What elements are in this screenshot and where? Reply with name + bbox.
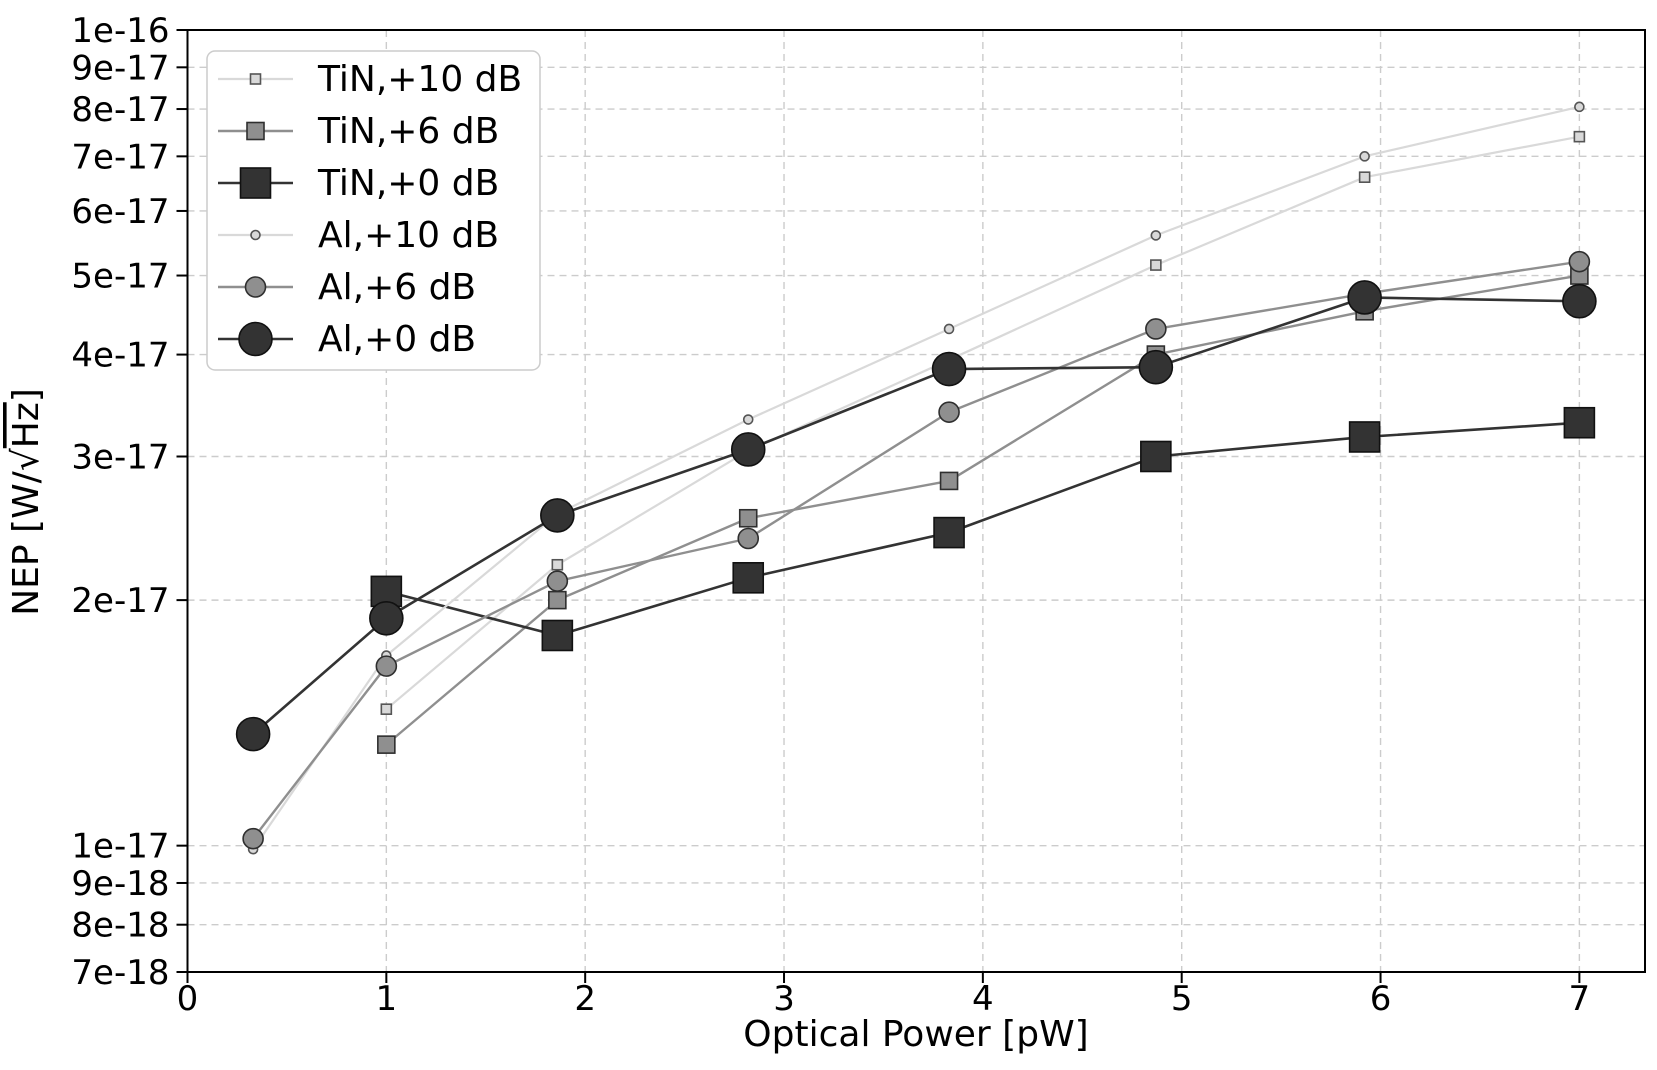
series-line xyxy=(251,296,1581,736)
legend-entry-tin-0-db: TiN,+0 dB xyxy=(218,163,499,204)
data-point-marker xyxy=(540,498,575,533)
x-tick-label-7: 7 xyxy=(1569,979,1591,1019)
y-axis-label: NEP [W/√Hz] xyxy=(6,388,47,616)
data-point-marker xyxy=(737,527,760,550)
x-axis-label: Optical Power [pW] xyxy=(743,1014,1088,1055)
y-tick-label-7e-18: 7e-18 xyxy=(71,953,169,993)
data-point-marker xyxy=(1348,421,1381,453)
data-point-marker xyxy=(1358,171,1371,183)
legend-label: Al,+10 dB xyxy=(318,215,499,256)
y-tick-label-8e-18: 8e-18 xyxy=(71,906,169,946)
y-tick-label-2e-17: 2e-17 xyxy=(71,581,169,621)
legend-entry-tin-10-db: TiN,+10 dB xyxy=(218,59,522,100)
data-point-marker xyxy=(1563,406,1596,439)
legend-marker xyxy=(246,121,265,141)
y-tick-label-5e-17: 5e-17 xyxy=(71,257,169,297)
y-tick-label-4e-17: 4e-17 xyxy=(71,336,169,376)
data-point-marker xyxy=(551,558,564,571)
data-point-marker xyxy=(548,590,567,610)
data-series xyxy=(235,101,1597,855)
x-tick-label-0: 0 xyxy=(177,979,199,1019)
data-point-marker xyxy=(732,562,765,594)
data-point-marker xyxy=(1568,250,1591,273)
data-point-marker xyxy=(1150,259,1162,271)
legend-label: Al,+0 dB xyxy=(318,319,476,360)
data-point-marker xyxy=(377,735,396,754)
legend-marker xyxy=(249,73,262,85)
data-point-marker xyxy=(235,716,271,752)
y-tick-label-1e-16: 1e-16 xyxy=(71,11,169,51)
data-point-marker xyxy=(1562,283,1597,319)
series-tin-0-db xyxy=(370,406,1596,652)
data-point-marker xyxy=(1140,440,1172,473)
legend-marker xyxy=(239,167,272,199)
legend-entry-al-6-db: Al,+6 dB xyxy=(218,267,476,308)
data-point-marker xyxy=(242,827,264,850)
x-tick-label-4: 4 xyxy=(972,979,994,1019)
x-tick-label-2: 2 xyxy=(574,979,596,1019)
series-line xyxy=(252,105,1581,851)
series-line xyxy=(251,260,1581,840)
y-tick-label-9e-18: 9e-18 xyxy=(71,864,169,904)
data-point-marker xyxy=(1145,318,1167,340)
x-tick-label-5: 5 xyxy=(1171,979,1193,1019)
legend-entry-tin-6-db: TiN,+6 dB xyxy=(218,111,499,152)
y-tick-label-6e-17: 6e-17 xyxy=(71,192,169,232)
data-point-marker xyxy=(933,516,965,549)
data-point-marker xyxy=(1574,101,1585,113)
legend-entry-al-10-db: Al,+10 dB xyxy=(218,215,499,256)
y-tick-label-1e-17: 1e-17 xyxy=(71,827,169,867)
y-tick-label-9e-17: 9e-17 xyxy=(71,48,169,88)
y-tick-label-8e-17: 8e-17 xyxy=(71,90,169,130)
legend-label: TiN,+6 dB xyxy=(317,111,499,152)
data-point-marker xyxy=(943,323,955,335)
series-al-0-db xyxy=(235,280,1597,752)
series-al-6-db xyxy=(242,250,1591,850)
data-point-marker xyxy=(742,414,754,425)
data-point-marker xyxy=(939,471,959,491)
y-tick-label-7e-17: 7e-17 xyxy=(71,137,169,177)
data-point-marker xyxy=(1138,349,1174,385)
data-point-marker xyxy=(931,351,967,387)
data-point-marker xyxy=(375,655,398,677)
legend-marker xyxy=(238,321,273,357)
data-point-marker xyxy=(1347,280,1382,315)
data-point-marker xyxy=(380,703,393,715)
data-point-marker xyxy=(1573,130,1586,143)
y-axis-label-text: NEP [W/√Hz] xyxy=(6,388,47,616)
data-point-marker xyxy=(369,600,404,636)
plot-border xyxy=(186,29,1646,973)
x-tick-label-6: 6 xyxy=(1370,979,1392,1019)
data-point-marker xyxy=(738,508,758,528)
legend: TiN,+10 dB TiN,+6 dB TiN,+0 dB Al,+10 dB Al,… xyxy=(206,50,541,371)
data-point-marker xyxy=(546,570,569,592)
legend-marker xyxy=(244,276,267,298)
legend-label: TiN,+0 dB xyxy=(317,163,499,204)
data-point-marker xyxy=(1359,151,1370,162)
legend-entry-al-0-db: Al,+0 dB xyxy=(218,319,476,360)
x-tick-label-3: 3 xyxy=(773,979,795,1019)
legend-marker xyxy=(250,229,261,241)
data-point-marker xyxy=(938,401,960,423)
x-tick-label-1: 1 xyxy=(376,979,398,1019)
y-tick-label-3e-17: 3e-17 xyxy=(71,437,169,477)
data-point-marker xyxy=(541,619,574,652)
legend-label: TiN,+10 dB xyxy=(317,59,522,100)
data-point-marker xyxy=(730,432,766,467)
legend-label: Al,+6 dB xyxy=(318,267,476,308)
data-point-marker xyxy=(1150,230,1162,241)
